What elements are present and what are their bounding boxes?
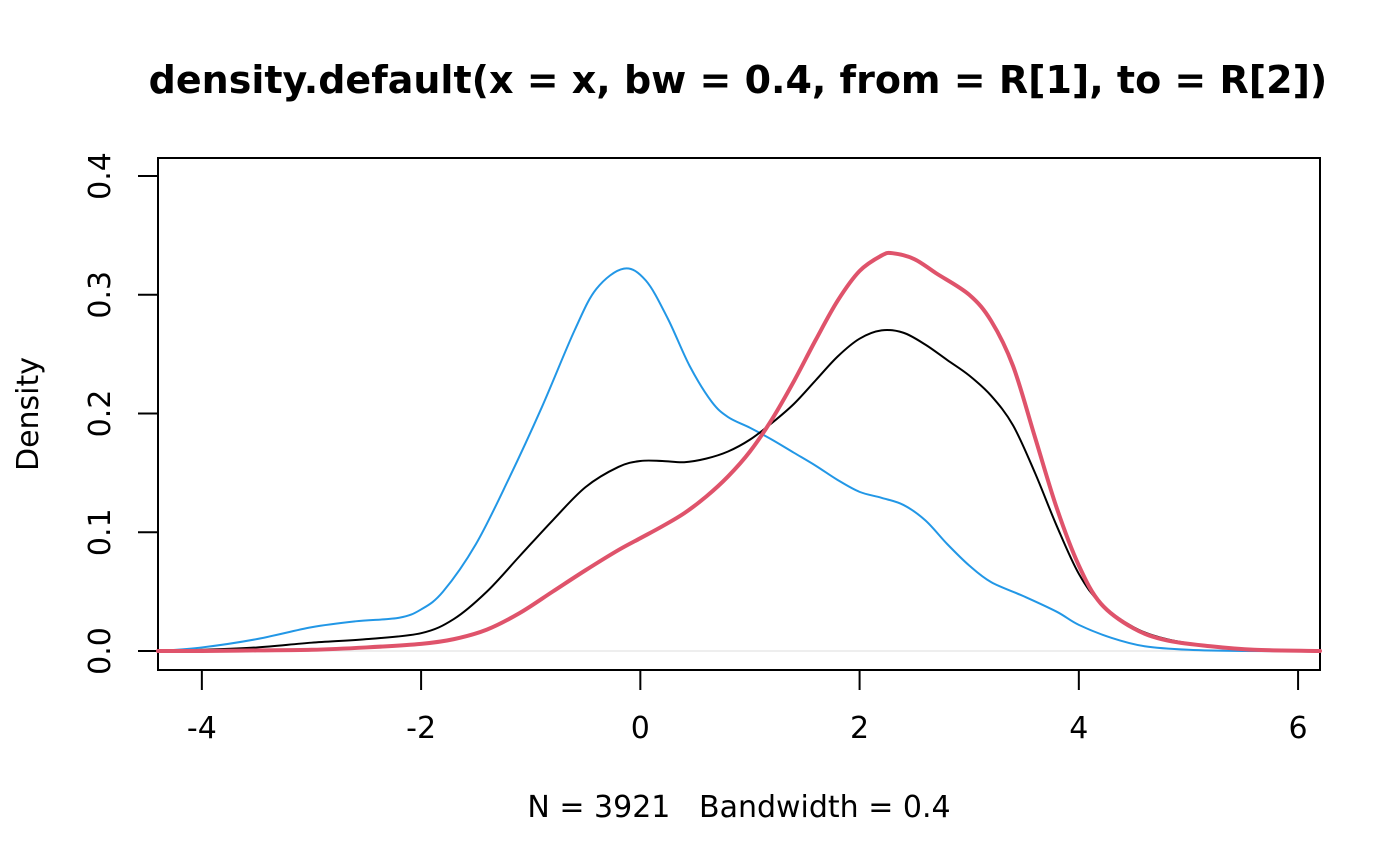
- x-tick-label: -2: [406, 711, 436, 746]
- y-tick-label: 0.2: [83, 390, 118, 438]
- y-axis: 0.0 0.1 0.2 0.3 0.4: [83, 152, 159, 675]
- y-tick-label: 0.1: [83, 508, 118, 556]
- x-tick-label: 4: [1069, 711, 1088, 746]
- plot-frame: [157, 157, 1321, 671]
- x-axis: -4 -2 0 2 4 6: [187, 669, 1308, 746]
- y-tick-label: 0.4: [83, 152, 118, 200]
- density-curve-1: [157, 267, 1321, 653]
- series-layer: [156, 250, 1322, 654]
- x-axis-label: N = 3921 Bandwidth = 0.4: [527, 790, 950, 825]
- x-tick-label: 2: [850, 711, 869, 746]
- y-axis-label: Density: [11, 357, 46, 471]
- chart-title: density.default(x = x, bw = 0.4, from = …: [149, 58, 1328, 102]
- x-tick-label: 0: [631, 711, 650, 746]
- x-tick-label: -4: [187, 711, 217, 746]
- x-tick-label: 6: [1289, 711, 1308, 746]
- y-tick-label: 0.0: [83, 627, 118, 675]
- density-curve-2: [157, 328, 1321, 652]
- density-curve-3: [156, 250, 1322, 654]
- y-tick-label: 0.3: [83, 271, 118, 319]
